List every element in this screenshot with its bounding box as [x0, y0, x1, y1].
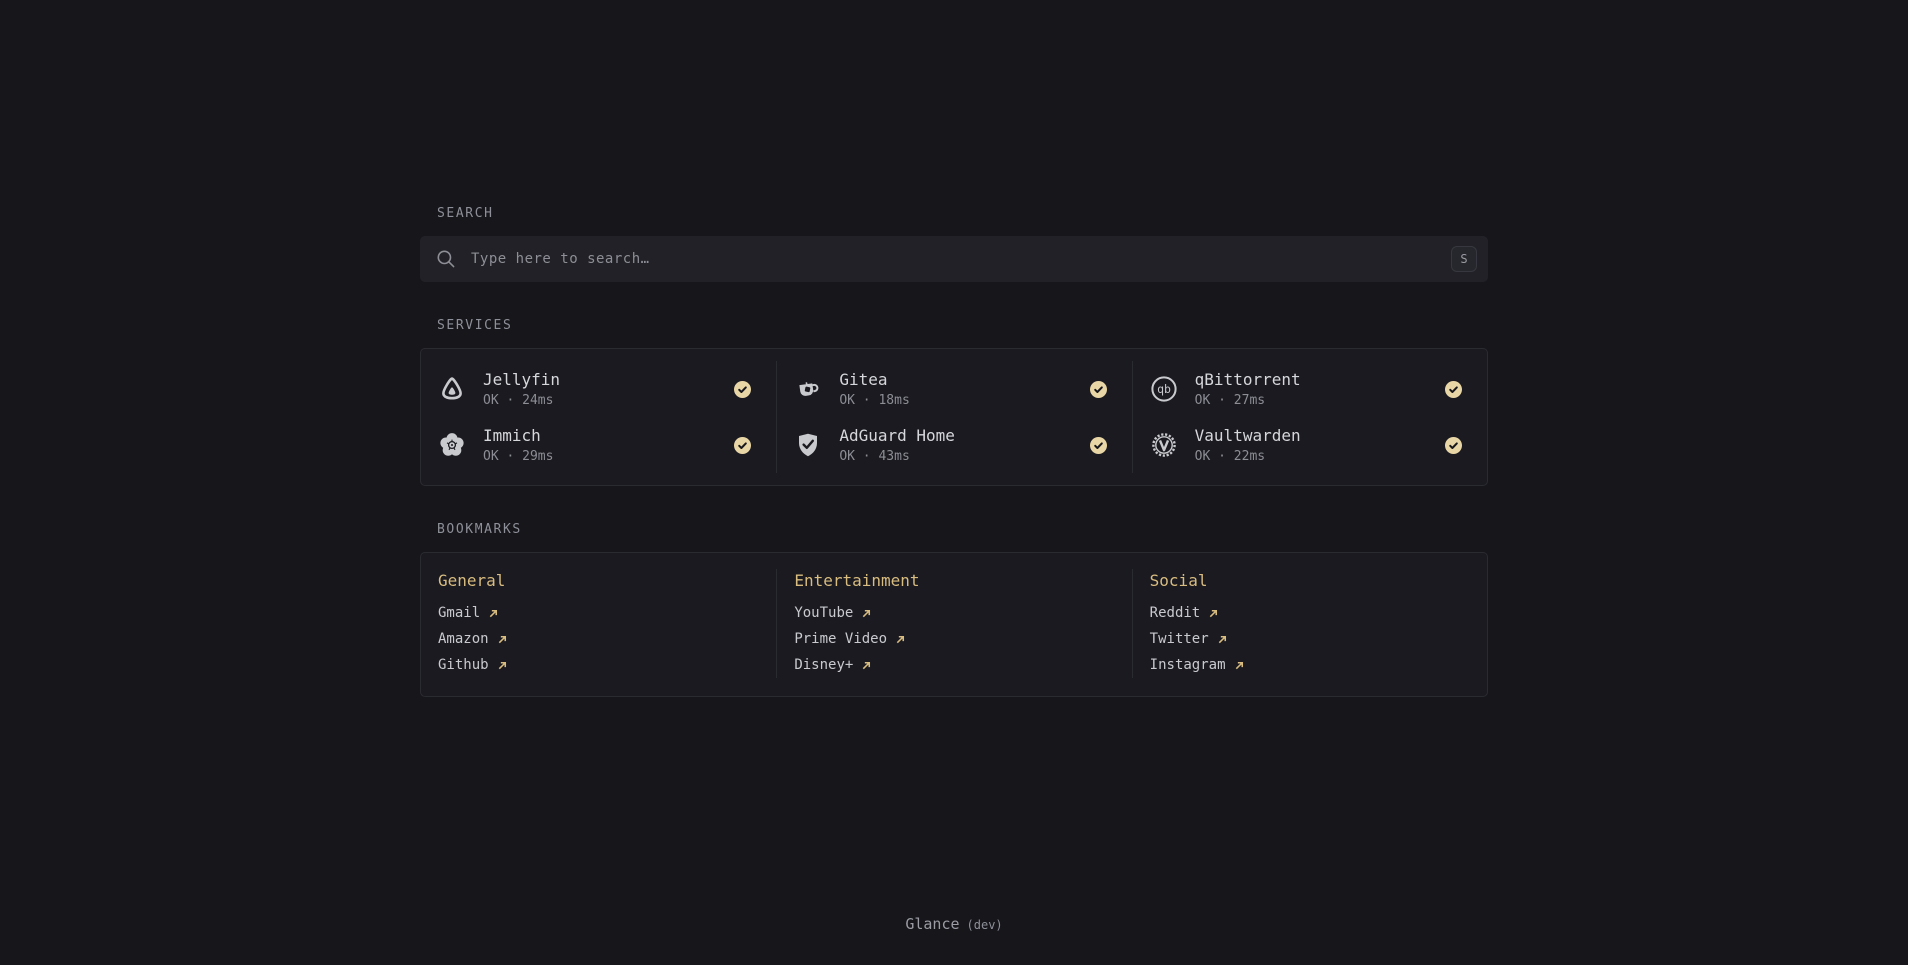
external-link-arrow-icon [497, 660, 508, 671]
external-link-arrow-icon [497, 634, 508, 645]
bookmark-link-disney-plus[interactable]: Disney+ [794, 652, 872, 678]
service-text: Gitea OK · 18ms [839, 370, 909, 408]
external-link-arrow-icon [1208, 608, 1219, 619]
bookmark-link-label: Reddit [1149, 605, 1201, 622]
bookmark-link-github[interactable]: Github [438, 652, 508, 678]
services-section-label: SERVICES [437, 318, 513, 333]
service-card-jellyfin[interactable]: Jellyfin OK · 24ms [421, 361, 776, 417]
service-text: Immich OK · 29ms [483, 426, 553, 464]
search-icon [436, 249, 456, 269]
footer-app-name: Glance [905, 915, 960, 933]
search-input[interactable] [471, 251, 1451, 267]
service-card-gitea[interactable]: Gitea OK · 18ms [776, 361, 1131, 418]
service-name: Immich [483, 426, 541, 446]
service-status: OK · 29ms [483, 449, 554, 465]
bookmark-link-instagram[interactable]: Instagram [1150, 652, 1245, 678]
bookmark-link-label: Gmail [438, 605, 481, 622]
bookmark-group-title: Social [1149, 571, 1208, 591]
service-status: OK · 22ms [1194, 449, 1266, 465]
service-status: OK · 27ms [1194, 393, 1266, 409]
external-link-arrow-icon [1217, 634, 1228, 645]
service-card-qbittorrent[interactable]: qb qBittorrent OK · 27ms [1131, 361, 1487, 418]
service-card-vaultwarden[interactable]: Vaultwarden OK · 22ms [1131, 417, 1487, 474]
bookmark-group-social: Social Reddit Twitter Insta [1131, 569, 1487, 679]
adguard-shield-icon [794, 431, 822, 459]
service-name: AdGuard Home [839, 426, 955, 446]
service-name: Vaultwarden [1194, 426, 1301, 446]
bookmark-group-title: General [438, 571, 506, 591]
svg-text:qb: qb [1157, 382, 1171, 396]
bookmark-link-twitter[interactable]: Twitter [1150, 626, 1228, 652]
page-footer: Glance (dev) [0, 915, 1908, 965]
status-ok-badge [1089, 436, 1107, 454]
search-shortcut-key: S [1451, 246, 1477, 272]
service-text: AdGuard Home OK · 43ms [839, 426, 955, 464]
bookmark-link-label: Github [438, 657, 489, 674]
bookmark-link-label: Amazon [438, 631, 489, 648]
status-ok-badge [734, 436, 752, 454]
external-link-arrow-icon [861, 660, 872, 671]
bookmark-group-title: Entertainment [794, 571, 920, 591]
bookmarks-panel: General Gmail Amazon Github [420, 552, 1488, 698]
search-widget: SEARCH S [420, 206, 1488, 282]
bookmark-link-label: Disney+ [794, 657, 854, 674]
bookmark-group-entertainment: Entertainment YouTube Prime Video [776, 569, 1131, 679]
external-link-arrow-icon [1234, 660, 1245, 671]
status-ok-badge [1445, 436, 1462, 454]
service-card-adguard-home[interactable]: AdGuard Home OK · 43ms [776, 417, 1131, 474]
search-section-label: SEARCH [437, 206, 494, 221]
qbittorrent-icon: qb [1150, 375, 1178, 403]
service-text: qBittorrent OK · 27ms [1195, 370, 1301, 408]
external-link-arrow-icon [895, 634, 906, 645]
bookmark-link-prime-video[interactable]: Prime Video [794, 626, 906, 652]
services-panel: Jellyfin OK · 24ms [420, 348, 1488, 487]
bookmark-link-label: Instagram [1149, 657, 1226, 674]
service-text: Vaultwarden OK · 22ms [1195, 426, 1301, 464]
bookmark-group-general: General Gmail Amazon Github [421, 569, 776, 678]
service-name: qBittorrent [1194, 370, 1301, 389]
external-link-arrow-icon [488, 608, 499, 619]
service-status: OK · 24ms [483, 393, 554, 409]
vaultwarden-icon [1150, 431, 1178, 459]
status-ok-badge [1445, 380, 1462, 398]
search-box: S [420, 236, 1488, 282]
jellyfin-icon [438, 375, 466, 403]
main-column: SEARCH S SERVICES [420, 0, 1488, 733]
bookmarks-section-label: BOOKMARKS [437, 522, 522, 538]
service-text: Jellyfin OK · 24ms [483, 370, 560, 408]
bookmark-link-amazon[interactable]: Amazon [438, 626, 508, 652]
status-ok-badge [1089, 380, 1107, 398]
service-status: OK · 18ms [839, 393, 910, 409]
bookmark-link-label: Prime Video [794, 631, 888, 648]
services-widget: SERVICES Jellyfin OK · 24ms [420, 318, 1488, 487]
external-link-arrow-icon [861, 608, 872, 619]
bookmark-link-reddit[interactable]: Reddit [1150, 600, 1220, 626]
service-name: Jellyfin [483, 370, 561, 389]
bookmark-link-label: Twitter [1149, 631, 1209, 648]
bookmark-link-label: YouTube [794, 605, 854, 622]
service-status: OK · 43ms [839, 449, 910, 465]
immich-icon [438, 431, 466, 459]
gitea-icon [794, 375, 822, 403]
status-ok-badge [734, 380, 752, 398]
bookmark-link-youtube[interactable]: YouTube [794, 600, 872, 626]
footer-version-label: (dev) [966, 918, 1003, 932]
service-name: Gitea [839, 370, 888, 389]
service-card-immich[interactable]: Immich OK · 29ms [421, 417, 776, 473]
bookmark-link-gmail[interactable]: Gmail [438, 600, 499, 626]
bookmarks-widget: BOOKMARKS General Gmail Amazon [420, 522, 1488, 698]
